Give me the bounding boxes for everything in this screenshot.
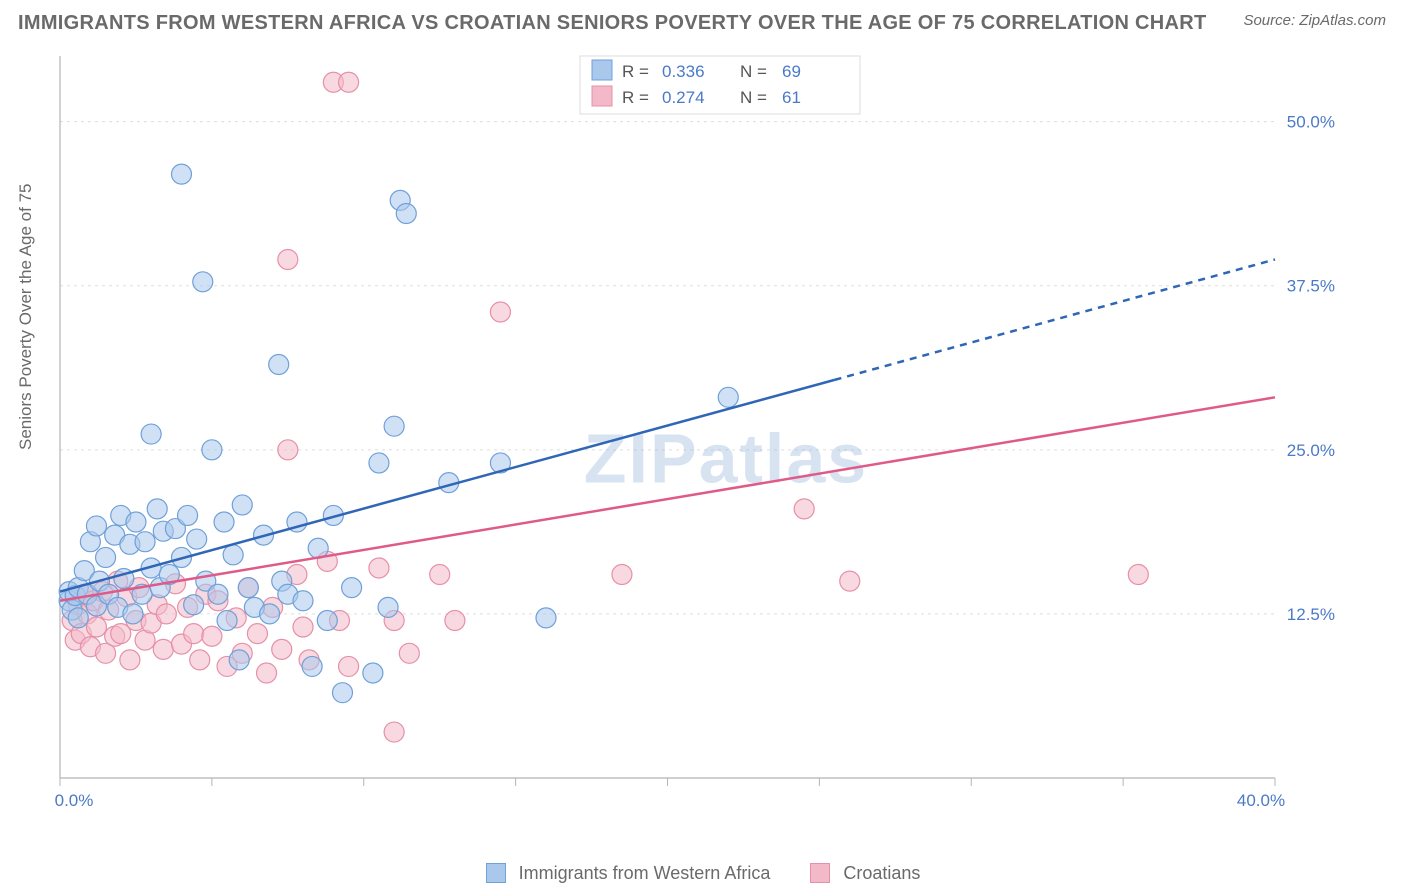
data-point bbox=[378, 597, 398, 617]
data-point bbox=[141, 424, 161, 444]
chart-header: IMMIGRANTS FROM WESTERN AFRICA VS CROATI… bbox=[0, 0, 1406, 39]
y-axis-label: Seniors Poverty Over the Age of 75 bbox=[16, 184, 36, 450]
data-point bbox=[126, 512, 146, 532]
data-point bbox=[536, 608, 556, 628]
legend-swatch-icon bbox=[486, 863, 506, 883]
data-point bbox=[202, 626, 222, 646]
data-point bbox=[229, 650, 249, 670]
data-point bbox=[445, 610, 465, 630]
legend-item-series-a: Immigrants from Western Africa bbox=[486, 863, 771, 884]
legend-swatch-icon bbox=[592, 86, 612, 106]
data-point bbox=[187, 529, 207, 549]
legend-r-value: 0.274 bbox=[662, 88, 705, 107]
data-point bbox=[490, 302, 510, 322]
data-point bbox=[223, 545, 243, 565]
data-point bbox=[369, 453, 389, 473]
data-point bbox=[260, 604, 280, 624]
data-point bbox=[247, 624, 267, 644]
data-point bbox=[123, 604, 143, 624]
data-point bbox=[153, 639, 173, 659]
data-point bbox=[96, 547, 116, 567]
data-point bbox=[293, 617, 313, 637]
legend-r-label: R = bbox=[622, 62, 649, 81]
data-point bbox=[156, 604, 176, 624]
legend-label: Immigrants from Western Africa bbox=[519, 863, 771, 883]
legend-swatch-icon bbox=[810, 863, 830, 883]
trend-line-extrapolated bbox=[835, 259, 1275, 379]
legend-top: R = 0.336 N = 69 R = 0.274 N = 61 bbox=[580, 56, 860, 114]
legend-swatch-icon bbox=[592, 60, 612, 80]
data-point bbox=[184, 624, 204, 644]
chart-source: Source: ZipAtlas.com bbox=[1243, 12, 1386, 29]
data-point bbox=[68, 608, 88, 628]
data-point bbox=[612, 565, 632, 585]
data-point bbox=[184, 595, 204, 615]
x-tick-label: 40.0% bbox=[1237, 791, 1285, 810]
data-point bbox=[718, 387, 738, 407]
data-point bbox=[278, 249, 298, 269]
data-point bbox=[232, 495, 252, 515]
scatter-plot: 25.0% 50.0% 12.5% 37.5% 0.0% 40.0% ZIPatlas R =… bbox=[50, 48, 1350, 838]
bottom-legend: Immigrants from Western Africa Croatians bbox=[0, 863, 1406, 884]
data-point bbox=[135, 532, 155, 552]
data-point bbox=[339, 72, 359, 92]
data-point bbox=[332, 683, 352, 703]
data-point bbox=[384, 722, 404, 742]
data-point bbox=[178, 505, 198, 525]
data-point bbox=[202, 440, 222, 460]
data-point bbox=[214, 512, 234, 532]
data-point bbox=[302, 656, 322, 676]
data-point bbox=[840, 571, 860, 591]
y-tick-label: 25.0% bbox=[1287, 441, 1335, 460]
data-point bbox=[257, 663, 277, 683]
x-tick-label: 0.0% bbox=[55, 791, 94, 810]
legend-n-value: 69 bbox=[782, 62, 801, 81]
data-point bbox=[384, 416, 404, 436]
data-point bbox=[193, 272, 213, 292]
data-point bbox=[399, 643, 419, 663]
data-point bbox=[278, 440, 298, 460]
y-tick-label: 37.5% bbox=[1287, 277, 1335, 296]
data-point bbox=[147, 499, 167, 519]
data-point bbox=[238, 578, 258, 598]
chart-area: 25.0% 50.0% 12.5% 37.5% 0.0% 40.0% ZIPatlas R =… bbox=[50, 48, 1350, 838]
data-point bbox=[317, 610, 337, 630]
y-tick-label: 12.5% bbox=[1287, 605, 1335, 624]
data-point bbox=[293, 591, 313, 611]
data-point bbox=[272, 639, 292, 659]
data-point bbox=[430, 565, 450, 585]
data-point bbox=[217, 610, 237, 630]
legend-n-label: N = bbox=[740, 88, 767, 107]
data-point bbox=[1128, 565, 1148, 585]
legend-n-label: N = bbox=[740, 62, 767, 81]
data-point bbox=[208, 584, 228, 604]
data-point bbox=[339, 656, 359, 676]
data-point bbox=[269, 354, 289, 374]
chart-title: IMMIGRANTS FROM WESTERN AFRICA VS CROATI… bbox=[18, 12, 1207, 35]
data-point bbox=[369, 558, 389, 578]
data-point bbox=[120, 650, 140, 670]
watermark: ZIPatlas bbox=[584, 420, 868, 498]
legend-item-series-b: Croatians bbox=[810, 863, 920, 884]
legend-n-value: 61 bbox=[782, 88, 801, 107]
data-point bbox=[190, 650, 210, 670]
data-point bbox=[363, 663, 383, 683]
legend-r-label: R = bbox=[622, 88, 649, 107]
data-point bbox=[86, 516, 106, 536]
data-point bbox=[396, 204, 416, 224]
legend-label: Croatians bbox=[843, 863, 920, 883]
legend-r-value: 0.336 bbox=[662, 62, 705, 81]
data-point bbox=[342, 578, 362, 598]
data-point bbox=[794, 499, 814, 519]
data-point bbox=[172, 164, 192, 184]
data-point bbox=[86, 617, 106, 637]
y-tick-label: 50.0% bbox=[1287, 113, 1335, 132]
